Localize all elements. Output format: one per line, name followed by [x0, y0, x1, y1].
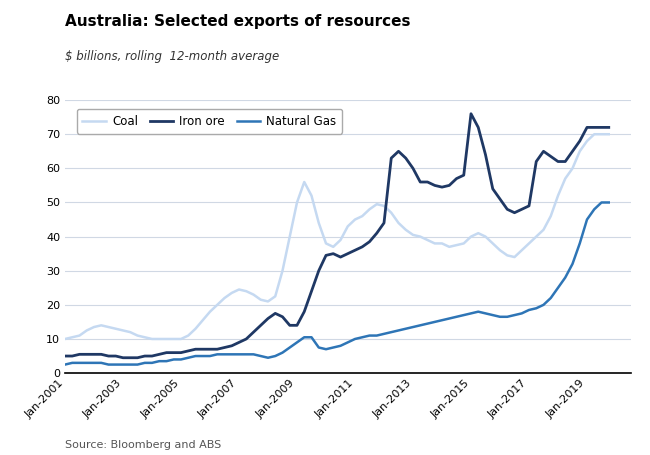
Coal [409, 232, 417, 238]
Natural Gas [61, 362, 69, 367]
Iron ore [431, 182, 439, 188]
Text: $ billions, rolling  12-month average: $ billions, rolling 12-month average [65, 50, 280, 63]
Iron ore [61, 354, 69, 359]
Iron ore [257, 323, 265, 328]
Natural Gas [250, 352, 257, 357]
Coal [344, 223, 352, 229]
Natural Gas [409, 324, 417, 330]
Iron ore [351, 248, 359, 253]
Text: Source: Bloomberg and ABS: Source: Bloomberg and ABS [65, 440, 221, 450]
Legend: Coal, Iron ore, Natural Gas: Coal, Iron ore, Natural Gas [77, 109, 343, 133]
Line: Natural Gas: Natural Gas [65, 202, 609, 364]
Iron ore [605, 125, 613, 130]
Iron ore [417, 179, 424, 185]
Line: Coal: Coal [65, 134, 609, 339]
Coal [590, 131, 598, 137]
Iron ore [119, 355, 127, 360]
Coal [112, 326, 120, 331]
Line: Iron ore: Iron ore [65, 114, 609, 358]
Natural Gas [605, 200, 613, 205]
Iron ore [112, 354, 120, 359]
Natural Gas [496, 314, 504, 319]
Coal [605, 131, 613, 137]
Natural Gas [424, 321, 432, 326]
Coal [250, 292, 257, 298]
Iron ore [467, 111, 475, 116]
Coal [61, 336, 69, 342]
Coal [496, 248, 504, 253]
Natural Gas [344, 339, 352, 345]
Coal [424, 238, 432, 243]
Natural Gas [112, 362, 120, 367]
Natural Gas [597, 200, 605, 205]
Iron ore [511, 210, 519, 215]
Text: Australia: Selected exports of resources: Australia: Selected exports of resources [65, 14, 411, 29]
